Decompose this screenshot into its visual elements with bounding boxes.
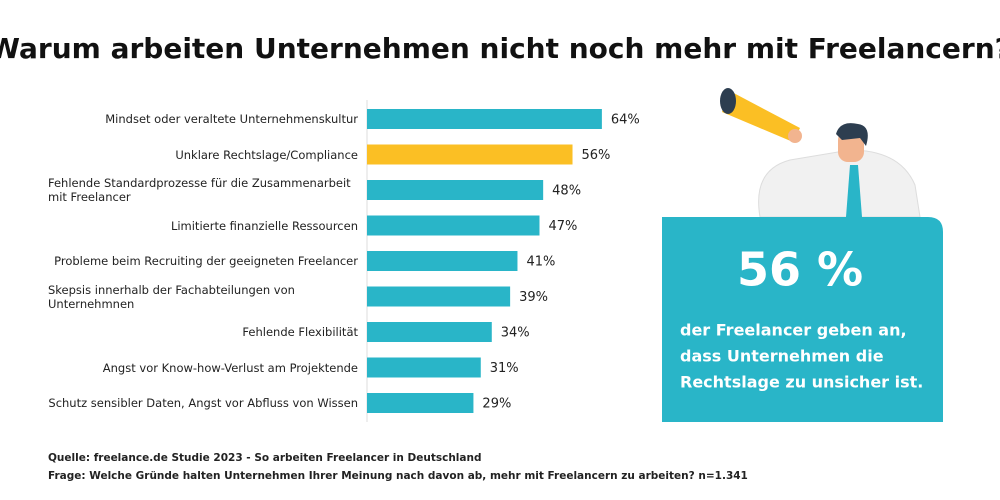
value-label: 41% [526, 255, 555, 270]
category-label: Skepsis innerhalb der Fachabteilungen vo… [48, 282, 295, 311]
category-label: Limitierte finanzielle Ressourcen [170, 218, 358, 233]
category-label: Angst vor Know-how-Verlust am Projektend… [102, 360, 358, 375]
bar [367, 322, 492, 342]
bar [367, 109, 602, 129]
value-label: 34% [501, 326, 530, 341]
value-label: 48% [552, 184, 581, 199]
source: Quelle: freelance.de Studie 2023 - So ar… [48, 452, 482, 464]
category-label: Mindset oder veraltete Unternehmenskultu… [105, 112, 358, 126]
value-label: 64% [611, 113, 640, 128]
callout-box [662, 217, 943, 422]
callout-text: Rechtslage zu unsicher ist. [680, 373, 923, 392]
category-label: Fehlende Standardprozesse für die Zusamm… [48, 176, 351, 204]
category-label: Unklare Rechtslage/Compliance [175, 147, 358, 162]
category-label: Schutz sensibler Daten, Angst vor Abflus… [48, 396, 358, 410]
bar [367, 393, 474, 413]
category-label: Probleme beim Recruiting der geeigneten … [54, 254, 358, 268]
bar [367, 180, 544, 200]
chart-title: Warum arbeiten Unternehmen nicht noch me… [0, 32, 1000, 65]
value-label: 31% [490, 361, 519, 376]
note: Frage: Welche Gründe halten Unternehmen … [48, 470, 748, 482]
bar [367, 251, 518, 271]
value-label: 29% [482, 397, 511, 412]
bar [367, 286, 511, 307]
bar [367, 357, 481, 378]
bar [367, 144, 573, 165]
callout-headline: 56 % [737, 243, 863, 297]
value-label: 39% [519, 290, 548, 305]
bar [367, 215, 540, 236]
category-label: Fehlende Flexibilität [242, 325, 358, 339]
callout-text: der Freelancer geben an, [680, 321, 907, 340]
callout-text: dass Unternehmen die [680, 347, 884, 366]
illustration [720, 88, 921, 218]
value-label: 47% [548, 219, 577, 234]
value-label: 56% [582, 148, 611, 163]
